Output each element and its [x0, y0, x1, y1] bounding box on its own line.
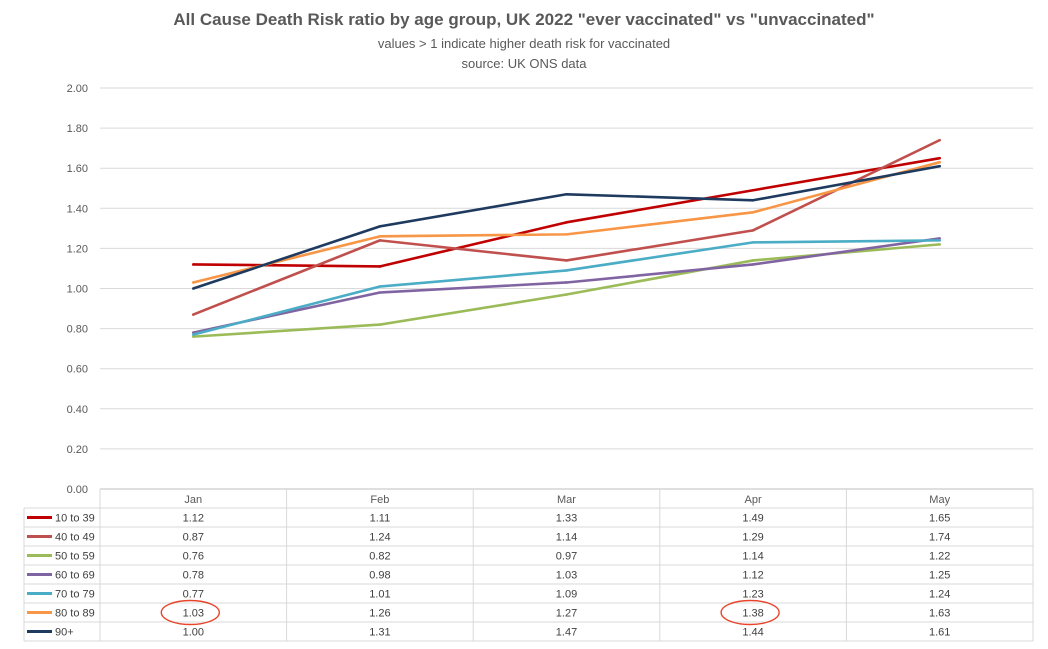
data-point	[192, 287, 195, 290]
data-point	[378, 285, 382, 288]
data-label: 1.38	[742, 608, 763, 620]
y-tick-label: 1.00	[67, 284, 88, 296]
data-point	[378, 225, 382, 228]
data-label: 1.24	[369, 532, 390, 544]
data-label: 1.00	[183, 627, 204, 639]
y-tick-label: 0.60	[67, 364, 88, 376]
data-label: 0.76	[183, 551, 204, 563]
data-point	[938, 156, 941, 160]
data-point	[751, 198, 755, 202]
data-point	[565, 269, 568, 272]
data-point	[938, 138, 941, 142]
data-point	[565, 192, 568, 196]
data-point	[938, 243, 941, 246]
legend-label: 60 to 69	[55, 570, 95, 582]
x-tick-label: Feb	[370, 494, 389, 506]
data-label: 0.87	[183, 532, 204, 544]
data-point	[751, 263, 755, 266]
data-point	[751, 211, 755, 214]
chart-title: All Cause Death Risk ratio by age group,…	[173, 10, 875, 29]
y-tick-label: 1.20	[67, 243, 88, 255]
legend-label: 10 to 39	[55, 513, 95, 525]
data-label: 1.03	[183, 608, 204, 620]
data-point	[378, 265, 382, 268]
data-label: 1.11	[370, 513, 391, 525]
data-point	[192, 313, 195, 316]
data-label: 1.74	[929, 532, 950, 544]
y-tick-label: 1.40	[67, 203, 88, 215]
y-tick-label: 1.80	[67, 123, 88, 135]
data-point	[378, 323, 382, 326]
data-point	[751, 241, 755, 244]
legend-label: 50 to 59	[55, 551, 95, 563]
data-label: 1.12	[183, 513, 204, 525]
data-label: 0.78	[183, 570, 204, 582]
data-label: 1.61	[929, 627, 950, 639]
data-label: 1.14	[742, 551, 763, 563]
data-label: 1.47	[556, 627, 577, 639]
data-label: 1.22	[929, 551, 950, 563]
x-tick-label: May	[929, 494, 950, 506]
data-point	[378, 291, 382, 294]
data-label: 1.44	[742, 627, 763, 639]
y-tick-label: 2.00	[67, 83, 88, 95]
data-point	[751, 188, 755, 192]
data-point	[378, 239, 382, 242]
data-label: 1.23	[742, 589, 763, 601]
x-tick-label: Mar	[557, 494, 576, 506]
data-point	[938, 164, 941, 168]
data-point	[751, 259, 755, 262]
data-label: 1.01	[369, 589, 390, 601]
data-point	[751, 229, 755, 232]
data-label: 0.98	[369, 570, 390, 582]
data-label: 1.24	[929, 589, 950, 601]
chart-source: source: UK ONS data	[461, 56, 587, 71]
data-label: 1.63	[929, 608, 950, 620]
data-point	[192, 263, 195, 266]
data-label: 1.09	[556, 589, 577, 601]
data-point	[192, 333, 195, 336]
data-label: 1.33	[556, 513, 577, 525]
data-label: 0.97	[556, 551, 577, 563]
y-tick-label: 0.20	[67, 444, 88, 456]
data-point	[938, 237, 941, 240]
data-label: 1.14	[556, 532, 577, 544]
data-label: 1.49	[742, 513, 763, 525]
y-tick-label: 0.40	[67, 404, 88, 416]
legend-label: 80 to 89	[55, 608, 95, 620]
y-tick-label: 1.60	[67, 163, 88, 175]
data-point	[565, 259, 568, 262]
legend-label: 70 to 79	[55, 589, 95, 601]
data-label: 1.29	[742, 532, 763, 544]
data-point	[938, 160, 941, 164]
x-tick-label: Jan	[184, 494, 202, 506]
data-label: 0.77	[183, 589, 204, 601]
series-line	[193, 243, 940, 338]
y-tick-label: 0.80	[67, 324, 88, 336]
annotation-ellipse	[160, 599, 221, 626]
data-label: 1.65	[929, 513, 950, 525]
chart-subtitle: values > 1 indicate higher death risk fo…	[377, 36, 671, 51]
data-label: 1.03	[556, 570, 577, 582]
data-label: 0.82	[369, 551, 390, 563]
data-point	[378, 235, 382, 238]
data-point	[565, 233, 568, 236]
legend-label: 40 to 49	[55, 532, 95, 544]
legend-label: 90+	[55, 627, 74, 639]
data-label: 1.12	[742, 570, 763, 582]
annotation-ellipse	[720, 599, 780, 626]
x-tick-label: Apr	[745, 494, 762, 506]
data-label: 1.25	[929, 570, 950, 582]
data-point	[938, 239, 941, 242]
data-point	[192, 281, 195, 284]
data-label: 1.27	[556, 608, 577, 620]
data-point	[192, 335, 195, 338]
data-label: 1.26	[369, 608, 390, 620]
y-tick-label: 0.00	[67, 484, 88, 496]
data-point	[565, 221, 568, 224]
data-point	[565, 293, 568, 296]
data-label: 1.31	[369, 627, 390, 639]
data-point	[565, 281, 568, 284]
